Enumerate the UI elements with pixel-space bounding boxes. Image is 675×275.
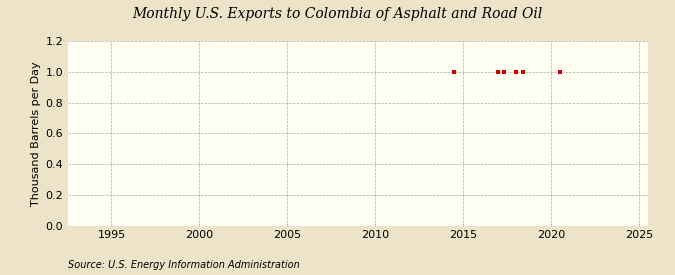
Y-axis label: Thousand Barrels per Day: Thousand Barrels per Day [32, 61, 41, 206]
Point [511, 70, 522, 74]
Text: Monthly U.S. Exports to Colombia of Asphalt and Road Oil: Monthly U.S. Exports to Colombia of Asph… [132, 7, 543, 21]
Point [555, 70, 566, 74]
Text: Source: U.S. Energy Information Administration: Source: U.S. Energy Information Administ… [68, 260, 299, 270]
Point [499, 70, 510, 74]
Point [449, 70, 460, 74]
Point [518, 70, 529, 74]
Point [493, 70, 504, 74]
